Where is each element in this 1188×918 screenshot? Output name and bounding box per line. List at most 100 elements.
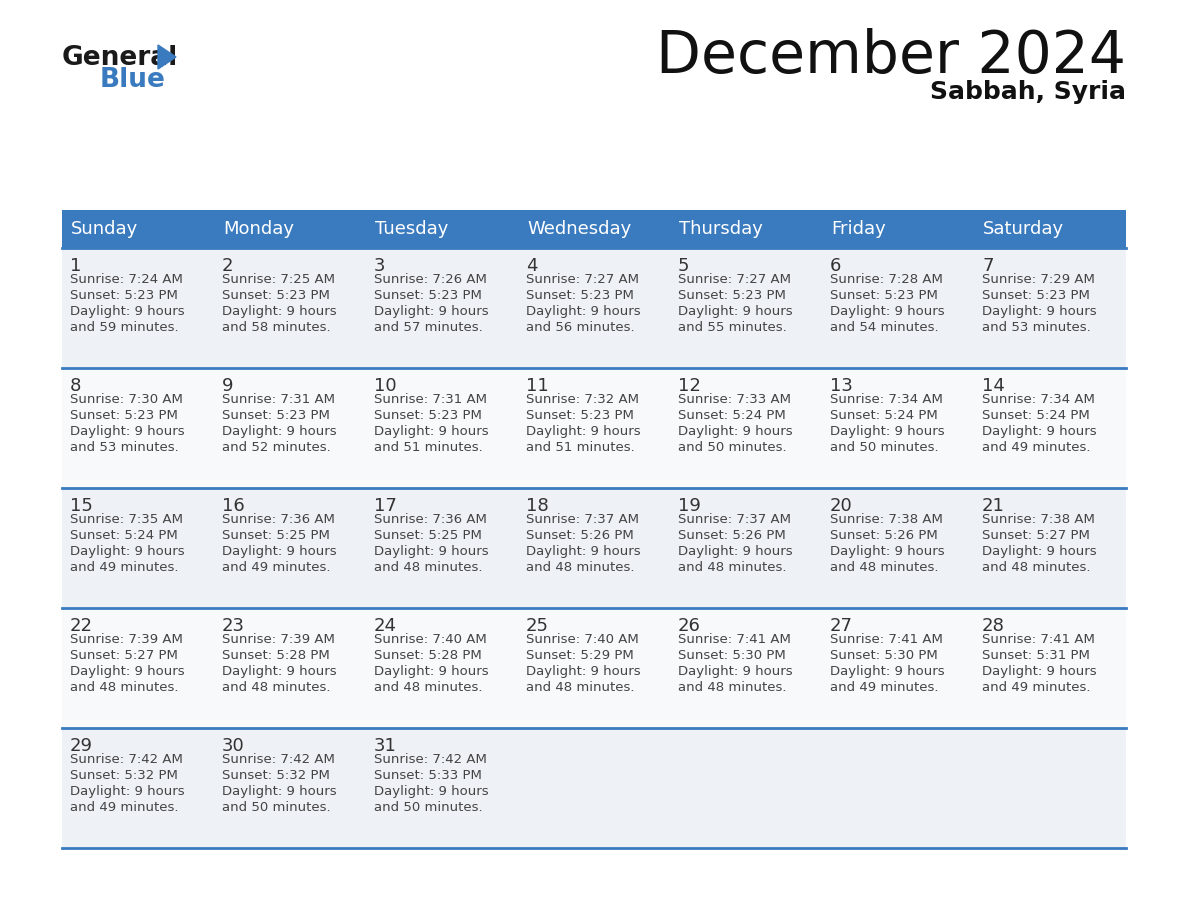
Text: 9: 9 (222, 377, 234, 395)
Text: and 59 minutes.: and 59 minutes. (70, 321, 178, 334)
Text: Sunrise: 7:41 AM: Sunrise: 7:41 AM (982, 633, 1095, 646)
Text: 17: 17 (374, 497, 397, 515)
Text: Daylight: 9 hours: Daylight: 9 hours (374, 305, 488, 318)
Bar (62, 368, 1126, 488)
Text: and 49 minutes.: and 49 minutes. (830, 681, 939, 694)
Text: Sunrise: 7:41 AM: Sunrise: 7:41 AM (830, 633, 943, 646)
Text: Sunset: 5:32 PM: Sunset: 5:32 PM (70, 769, 178, 782)
Text: and 49 minutes.: and 49 minutes. (982, 441, 1091, 454)
Text: Sunrise: 7:40 AM: Sunrise: 7:40 AM (374, 633, 487, 646)
Text: Daylight: 9 hours: Daylight: 9 hours (526, 305, 640, 318)
Text: 29: 29 (70, 737, 93, 755)
Text: Sunrise: 7:36 AM: Sunrise: 7:36 AM (222, 513, 335, 526)
Text: Friday: Friday (830, 220, 886, 238)
Text: 2: 2 (222, 257, 234, 275)
Text: Sunrise: 7:38 AM: Sunrise: 7:38 AM (830, 513, 943, 526)
Text: Daylight: 9 hours: Daylight: 9 hours (830, 425, 944, 438)
Text: 14: 14 (982, 377, 1005, 395)
Text: Sunrise: 7:41 AM: Sunrise: 7:41 AM (678, 633, 791, 646)
Text: 26: 26 (678, 617, 701, 635)
Text: and 48 minutes.: and 48 minutes. (678, 681, 786, 694)
Text: Sunrise: 7:34 AM: Sunrise: 7:34 AM (830, 393, 943, 406)
Text: Sunrise: 7:31 AM: Sunrise: 7:31 AM (374, 393, 487, 406)
Text: 1: 1 (70, 257, 81, 275)
Text: Sunset: 5:23 PM: Sunset: 5:23 PM (830, 289, 937, 302)
Text: 31: 31 (374, 737, 397, 755)
Text: Daylight: 9 hours: Daylight: 9 hours (70, 545, 184, 558)
Text: and 48 minutes.: and 48 minutes. (222, 681, 330, 694)
Text: Sunrise: 7:30 AM: Sunrise: 7:30 AM (70, 393, 183, 406)
Bar (62, 210, 1126, 248)
Text: Sunrise: 7:27 AM: Sunrise: 7:27 AM (526, 273, 639, 286)
Text: and 49 minutes.: and 49 minutes. (982, 681, 1091, 694)
Bar (62, 608, 1126, 728)
Text: Sunset: 5:23 PM: Sunset: 5:23 PM (70, 409, 178, 422)
Text: Blue: Blue (100, 67, 166, 93)
Text: Daylight: 9 hours: Daylight: 9 hours (982, 545, 1097, 558)
Text: Daylight: 9 hours: Daylight: 9 hours (678, 425, 792, 438)
Text: Sunset: 5:33 PM: Sunset: 5:33 PM (374, 769, 482, 782)
Text: Daylight: 9 hours: Daylight: 9 hours (526, 425, 640, 438)
Text: and 54 minutes.: and 54 minutes. (830, 321, 939, 334)
Text: Daylight: 9 hours: Daylight: 9 hours (70, 665, 184, 678)
Text: Daylight: 9 hours: Daylight: 9 hours (830, 665, 944, 678)
Text: Sunrise: 7:32 AM: Sunrise: 7:32 AM (526, 393, 639, 406)
Text: Daylight: 9 hours: Daylight: 9 hours (526, 665, 640, 678)
Bar (62, 488, 1126, 608)
Text: and 50 minutes.: and 50 minutes. (830, 441, 939, 454)
Text: and 50 minutes.: and 50 minutes. (678, 441, 786, 454)
Text: 12: 12 (678, 377, 701, 395)
Text: 7: 7 (982, 257, 993, 275)
Text: Daylight: 9 hours: Daylight: 9 hours (70, 785, 184, 798)
Text: 24: 24 (374, 617, 397, 635)
Text: and 51 minutes.: and 51 minutes. (374, 441, 482, 454)
Text: Sunrise: 7:27 AM: Sunrise: 7:27 AM (678, 273, 791, 286)
Text: Daylight: 9 hours: Daylight: 9 hours (70, 305, 184, 318)
Text: and 48 minutes.: and 48 minutes. (982, 561, 1091, 574)
Text: Sunset: 5:23 PM: Sunset: 5:23 PM (222, 289, 330, 302)
Text: 18: 18 (526, 497, 549, 515)
Text: Daylight: 9 hours: Daylight: 9 hours (222, 305, 336, 318)
Text: and 53 minutes.: and 53 minutes. (70, 441, 178, 454)
Text: Sunrise: 7:26 AM: Sunrise: 7:26 AM (374, 273, 487, 286)
Text: 27: 27 (830, 617, 853, 635)
Text: Sunset: 5:26 PM: Sunset: 5:26 PM (526, 529, 633, 542)
Text: and 50 minutes.: and 50 minutes. (222, 801, 330, 814)
Text: 11: 11 (526, 377, 549, 395)
Text: Daylight: 9 hours: Daylight: 9 hours (374, 785, 488, 798)
Text: Sunrise: 7:37 AM: Sunrise: 7:37 AM (678, 513, 791, 526)
Text: and 51 minutes.: and 51 minutes. (526, 441, 634, 454)
Text: 20: 20 (830, 497, 853, 515)
Text: 19: 19 (678, 497, 701, 515)
Text: 6: 6 (830, 257, 841, 275)
Text: Sunrise: 7:39 AM: Sunrise: 7:39 AM (222, 633, 335, 646)
Text: Sunset: 5:24 PM: Sunset: 5:24 PM (678, 409, 785, 422)
Text: Daylight: 9 hours: Daylight: 9 hours (830, 545, 944, 558)
Text: Daylight: 9 hours: Daylight: 9 hours (222, 665, 336, 678)
Text: Daylight: 9 hours: Daylight: 9 hours (374, 665, 488, 678)
Text: Thursday: Thursday (680, 220, 763, 238)
Text: Daylight: 9 hours: Daylight: 9 hours (678, 305, 792, 318)
Text: Sunset: 5:23 PM: Sunset: 5:23 PM (526, 409, 634, 422)
Text: Sunset: 5:28 PM: Sunset: 5:28 PM (222, 649, 330, 662)
Text: Sunrise: 7:40 AM: Sunrise: 7:40 AM (526, 633, 639, 646)
Text: Sunset: 5:26 PM: Sunset: 5:26 PM (830, 529, 937, 542)
Text: Sunrise: 7:25 AM: Sunrise: 7:25 AM (222, 273, 335, 286)
Text: Sunset: 5:23 PM: Sunset: 5:23 PM (70, 289, 178, 302)
Text: and 49 minutes.: and 49 minutes. (70, 561, 178, 574)
Text: Sunset: 5:23 PM: Sunset: 5:23 PM (678, 289, 786, 302)
Text: Daylight: 9 hours: Daylight: 9 hours (526, 545, 640, 558)
Text: 10: 10 (374, 377, 397, 395)
Text: Sunset: 5:25 PM: Sunset: 5:25 PM (222, 529, 330, 542)
Text: Sunset: 5:24 PM: Sunset: 5:24 PM (982, 409, 1089, 422)
Text: Sunset: 5:23 PM: Sunset: 5:23 PM (982, 289, 1089, 302)
Text: Sunset: 5:28 PM: Sunset: 5:28 PM (374, 649, 482, 662)
Text: Daylight: 9 hours: Daylight: 9 hours (678, 665, 792, 678)
Text: 3: 3 (374, 257, 385, 275)
Text: Sunrise: 7:42 AM: Sunrise: 7:42 AM (222, 753, 335, 766)
Text: 16: 16 (222, 497, 245, 515)
Text: Sunrise: 7:36 AM: Sunrise: 7:36 AM (374, 513, 487, 526)
Text: Daylight: 9 hours: Daylight: 9 hours (982, 665, 1097, 678)
Text: Sunrise: 7:38 AM: Sunrise: 7:38 AM (982, 513, 1095, 526)
Text: and 48 minutes.: and 48 minutes. (526, 681, 634, 694)
